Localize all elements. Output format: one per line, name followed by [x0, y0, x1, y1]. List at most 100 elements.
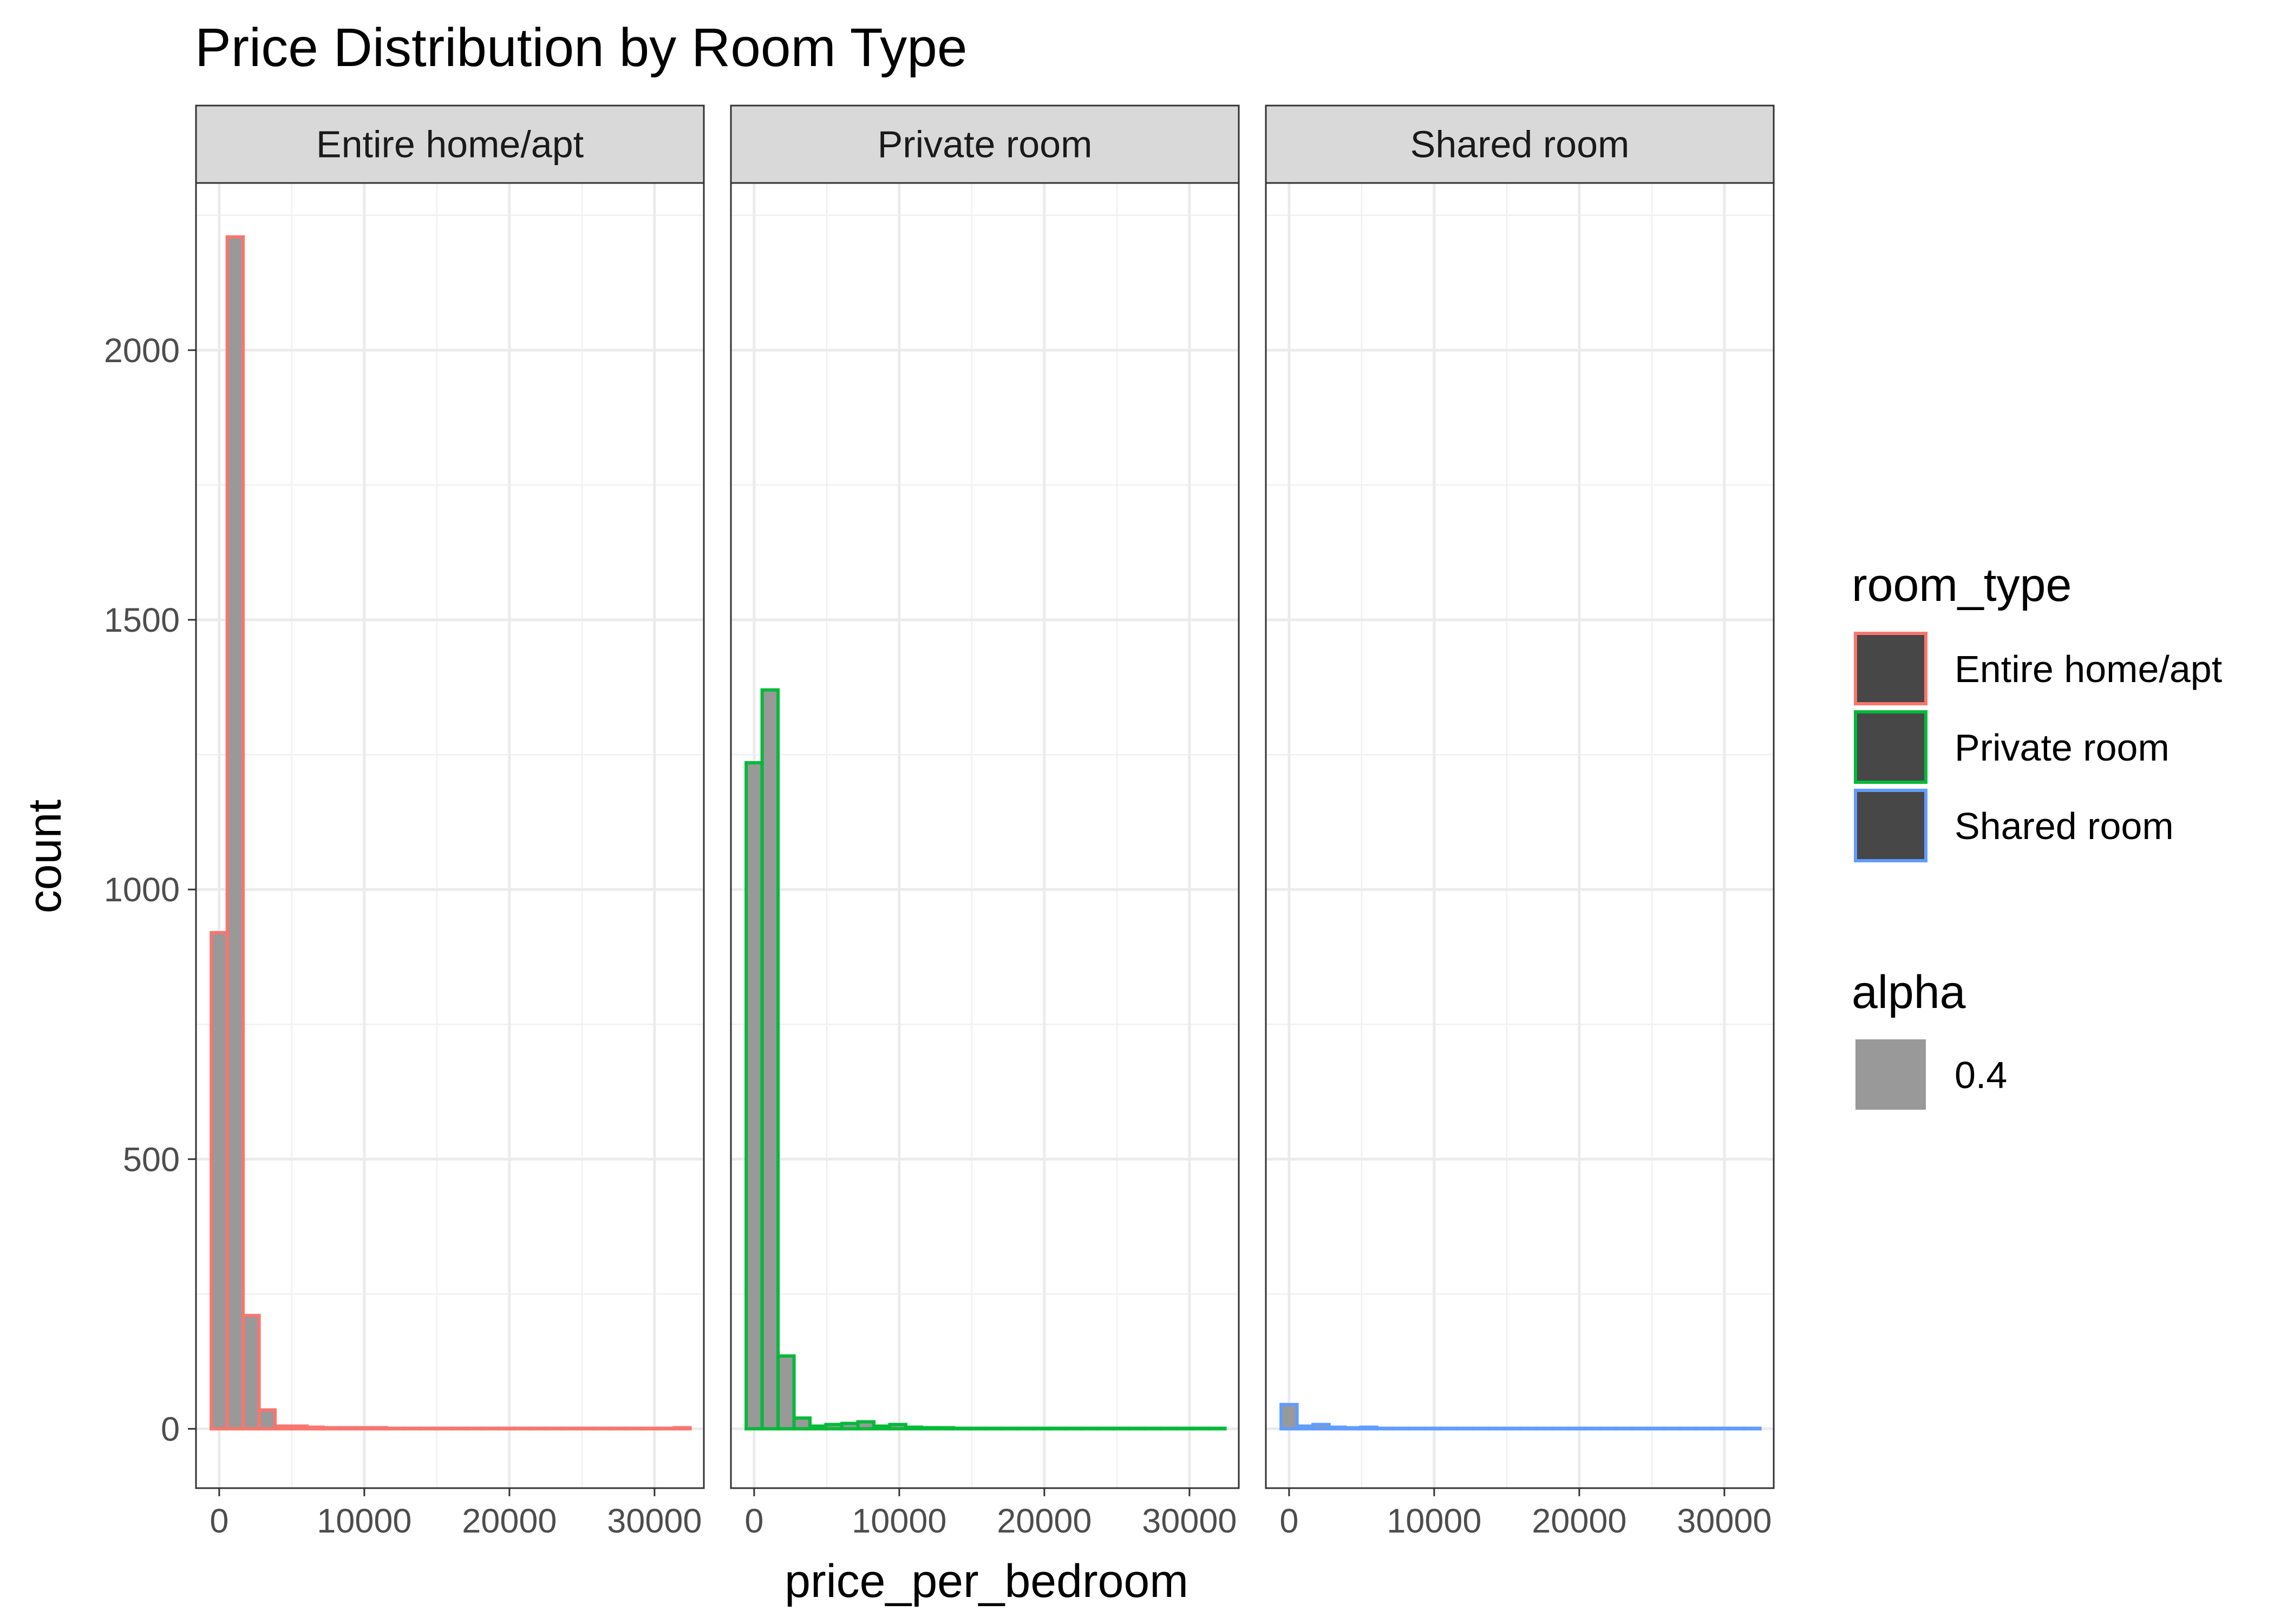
histogram-bar — [824, 1423, 844, 1431]
legend-key — [1854, 632, 1927, 705]
x-tick-label: 30000 — [1142, 1502, 1237, 1540]
chart-title: Price Distribution by Room Type — [195, 17, 968, 78]
histogram-bar — [385, 1426, 404, 1431]
histogram-bar — [1095, 1426, 1115, 1431]
histogram-bar — [1391, 1426, 1410, 1431]
histogram-bars — [1279, 1403, 1762, 1431]
histogram-bar — [1063, 1426, 1083, 1431]
histogram-bar — [1112, 1426, 1131, 1431]
x-tick-label: 30000 — [607, 1502, 702, 1540]
facet-panel: Private room 0 10000 20000 30000 — [730, 104, 1240, 1540]
histogram-bar — [321, 1426, 341, 1431]
histogram-bar — [481, 1426, 500, 1431]
histogram-bar — [337, 1426, 357, 1431]
histogram-bar — [210, 931, 229, 1431]
histogram-bar — [1502, 1426, 1522, 1431]
histogram-bar — [1551, 1426, 1570, 1431]
histogram-bar — [1327, 1425, 1347, 1431]
legend-title-room-type: room_type — [1852, 559, 2072, 611]
histogram-bar — [577, 1426, 596, 1431]
x-tick-label: 10000 — [1387, 1502, 1481, 1540]
histogram-bar — [808, 1424, 828, 1431]
histogram-bar — [856, 1420, 875, 1431]
histogram-bar — [936, 1426, 956, 1431]
histogram-bar — [840, 1422, 860, 1431]
histogram-bar — [225, 235, 245, 1431]
histogram-bar — [401, 1426, 421, 1431]
histogram-bar — [1127, 1426, 1147, 1431]
histogram-bar — [872, 1424, 892, 1431]
histogram-bar — [1343, 1426, 1363, 1431]
histogram-bar — [528, 1426, 548, 1431]
histogram-bar — [353, 1426, 373, 1431]
histogram-bar — [792, 1416, 812, 1431]
histogram-bar — [417, 1426, 436, 1431]
histogram-bar — [1694, 1426, 1714, 1431]
y-tick-label: 0 — [161, 1410, 180, 1448]
histogram-bar — [1207, 1426, 1227, 1431]
y-tick-label: 2000 — [104, 332, 180, 370]
histogram-bar — [449, 1426, 468, 1431]
histogram-bar — [1455, 1426, 1474, 1431]
histogram-bar — [1519, 1426, 1538, 1431]
histogram-bar — [1191, 1426, 1211, 1431]
histogram-bar — [1487, 1426, 1506, 1431]
histogram-bar — [1359, 1425, 1379, 1431]
histogram-bar — [760, 688, 780, 1431]
y-tick-label: 500 — [123, 1141, 180, 1178]
histogram-bar — [1159, 1426, 1179, 1431]
histogram-bar — [1678, 1426, 1698, 1431]
legend-key — [1854, 710, 1927, 784]
histogram-bars — [210, 235, 692, 1431]
histogram-bar — [289, 1424, 309, 1431]
histogram-bar — [776, 1354, 796, 1431]
histogram-bar — [1423, 1426, 1442, 1431]
histogram-bar — [1710, 1426, 1730, 1431]
histogram-bar — [496, 1426, 517, 1431]
histogram-bar — [592, 1426, 612, 1431]
histogram-bar — [672, 1426, 692, 1431]
facet-strip-label: Shared room — [1410, 123, 1630, 166]
histogram-bar — [1016, 1426, 1035, 1431]
histogram-bar — [641, 1426, 660, 1431]
facet-strip — [195, 104, 705, 184]
legend-key — [1854, 789, 1927, 862]
x-tick-label: 10000 — [317, 1502, 411, 1540]
facet-strip — [1265, 104, 1775, 184]
panel-background — [731, 183, 1239, 1488]
histogram-bar — [656, 1426, 676, 1431]
legend-label: Shared room — [1955, 805, 2174, 847]
histogram-bar — [241, 1314, 261, 1431]
histogram-bar — [1080, 1426, 1099, 1431]
legend-title-alpha: alpha — [1852, 966, 1966, 1018]
histogram-bar — [560, 1426, 580, 1431]
x-tick-label: 10000 — [852, 1502, 946, 1540]
facet-strip — [730, 104, 1240, 184]
panel-border — [1265, 182, 1775, 1489]
panel-background — [1266, 183, 1774, 1488]
histogram-bar — [904, 1425, 924, 1431]
histogram-bar — [273, 1424, 293, 1431]
histogram-bar — [1742, 1426, 1762, 1431]
histogram-bar — [1311, 1423, 1331, 1431]
x-tick-label: 20000 — [997, 1502, 1092, 1540]
histogram-bar — [920, 1426, 939, 1431]
x-tick-label: 0 — [744, 1502, 763, 1540]
x-tick-label: 20000 — [1532, 1502, 1626, 1540]
histogram-bar — [1534, 1426, 1554, 1431]
legend-label: Entire home/apt — [1955, 648, 2222, 690]
histogram-bar — [1726, 1426, 1746, 1431]
x-axis-title: price_per_bedroom — [785, 1555, 1188, 1607]
histogram-bar — [1598, 1426, 1618, 1431]
histogram-bar — [1143, 1426, 1163, 1431]
histogram-bar — [369, 1426, 389, 1431]
histogram-bar — [1583, 1426, 1602, 1431]
histogram-bar — [1471, 1426, 1491, 1431]
histogram-bar — [999, 1426, 1020, 1431]
histogram-bar — [545, 1426, 564, 1431]
histogram-bars — [744, 688, 1227, 1431]
histogram-bar — [465, 1426, 485, 1431]
histogram-bar — [968, 1426, 988, 1431]
histogram-bar — [1175, 1426, 1195, 1431]
